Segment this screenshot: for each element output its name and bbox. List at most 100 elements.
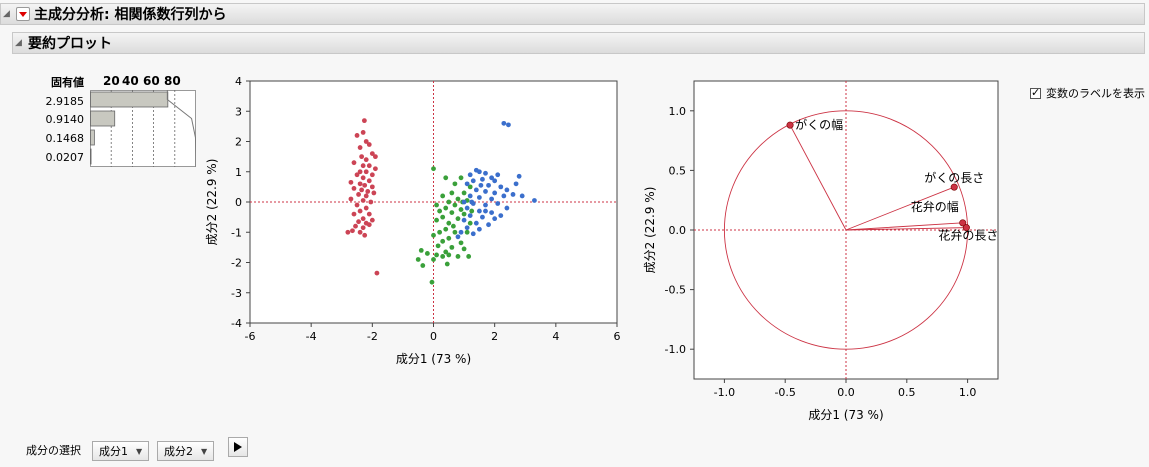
score-point (486, 222, 491, 228)
loading-point (786, 121, 794, 129)
score-point (458, 207, 464, 212)
report-title: 主成分分析: 相関係数行列から (34, 7, 227, 23)
score-point (446, 199, 452, 205)
loading-vector (845, 227, 967, 231)
score-point (434, 252, 439, 258)
score-point (443, 205, 449, 211)
score-point (369, 172, 375, 178)
score-point (437, 208, 443, 214)
percent-tick-20: 20 (103, 74, 120, 88)
score-point (372, 154, 378, 160)
score-point (356, 219, 361, 225)
score-point (360, 225, 366, 231)
show-labels-option[interactable]: 変数のラベルを表示 (1030, 85, 1145, 101)
score-point (366, 163, 372, 169)
score-xtick-label: -2 (367, 330, 378, 343)
score-point (470, 231, 476, 237)
score-point (483, 170, 488, 176)
report-header[interactable]: ◢ 主成分分析: 相関係数行列から (0, 3, 1145, 25)
first-component-value: 成分1 (99, 445, 128, 458)
score-point (452, 229, 458, 235)
score-point (362, 232, 368, 238)
eigen-bar-4 (90, 148, 92, 165)
score-point (473, 220, 479, 226)
score-point (350, 228, 355, 234)
score-point (467, 184, 473, 190)
section-title: 要約プロット (28, 36, 112, 52)
loading-point (950, 183, 958, 191)
score-point (498, 213, 504, 219)
score-ytick-label: -3 (231, 287, 242, 300)
score-point (424, 251, 430, 256)
score-point (476, 195, 482, 200)
score-point (354, 133, 360, 138)
score-point (360, 175, 366, 181)
score-ytick-label: 4 (235, 75, 242, 88)
score-point (444, 261, 450, 267)
score-point (458, 229, 464, 235)
show-labels-checkbox[interactable] (1030, 86, 1041, 99)
score-point (501, 193, 507, 199)
score-point (345, 229, 351, 235)
score-point (357, 229, 363, 235)
score-point (452, 181, 458, 187)
score-point (506, 122, 511, 128)
loading-plot: -1.0 -0.5 0.0 0.5 1.0 -1.0 -0.5 0.0 0.5 1.0 成分1 (7… (643, 80, 999, 422)
chevron-down-icon: ▼ (136, 446, 143, 456)
score-point (504, 187, 510, 193)
score-point (440, 214, 446, 220)
score-point (369, 184, 375, 190)
score-point (363, 193, 369, 199)
score-point (437, 229, 443, 235)
score-point (489, 210, 495, 215)
score-point (452, 202, 458, 208)
red-triangle-menu-icon[interactable] (16, 7, 30, 21)
score-point (359, 154, 365, 160)
score-point (363, 205, 369, 211)
score-point (363, 139, 369, 144)
score-point (532, 198, 537, 203)
score-point (354, 172, 360, 178)
first-component-select[interactable]: 成分1 ▼ (92, 441, 150, 461)
score-point (360, 130, 366, 135)
score-point (357, 169, 363, 175)
score-point (443, 175, 449, 181)
loading-point-label: がくの長さ (924, 170, 984, 185)
score-point (443, 249, 449, 255)
score-xtick-label: -4 (306, 330, 317, 343)
summary-plot-header[interactable]: ◢ 要約プロット (12, 32, 1145, 54)
eigenvalue-3: 0.1468 (45, 132, 85, 145)
score-point (504, 205, 510, 211)
score-point (467, 213, 473, 219)
score-ytick-label: 0 (235, 196, 242, 209)
score-point (486, 182, 491, 188)
score-point (440, 254, 446, 259)
score-point (461, 217, 467, 223)
score-point (351, 211, 357, 217)
score-point (420, 263, 426, 268)
score-point (360, 198, 366, 203)
score-point (480, 176, 485, 182)
score-point (369, 151, 375, 156)
score-ytick-label: -2 (231, 257, 242, 270)
score-point (415, 257, 421, 262)
collapse-triangle-icon[interactable]: ◢ (15, 38, 22, 48)
score-point (466, 254, 472, 259)
loading-point-label: 花弁の幅 (911, 199, 959, 214)
collapse-triangle-icon[interactable]: ◢ (3, 9, 10, 19)
loading-ytick-label: -1.0 (665, 343, 686, 356)
go-button[interactable] (228, 437, 248, 457)
score-point (461, 190, 467, 196)
score-point (498, 184, 504, 190)
score-point (450, 223, 456, 229)
score-point (470, 178, 476, 184)
score-point (510, 192, 516, 197)
second-component-select[interactable]: 成分2 ▼ (157, 441, 215, 461)
score-point (429, 279, 435, 285)
score-point (476, 226, 482, 232)
score-point (464, 205, 470, 211)
eigen-bar-3 (90, 129, 95, 146)
score-point (440, 193, 446, 199)
score-point (371, 190, 377, 196)
